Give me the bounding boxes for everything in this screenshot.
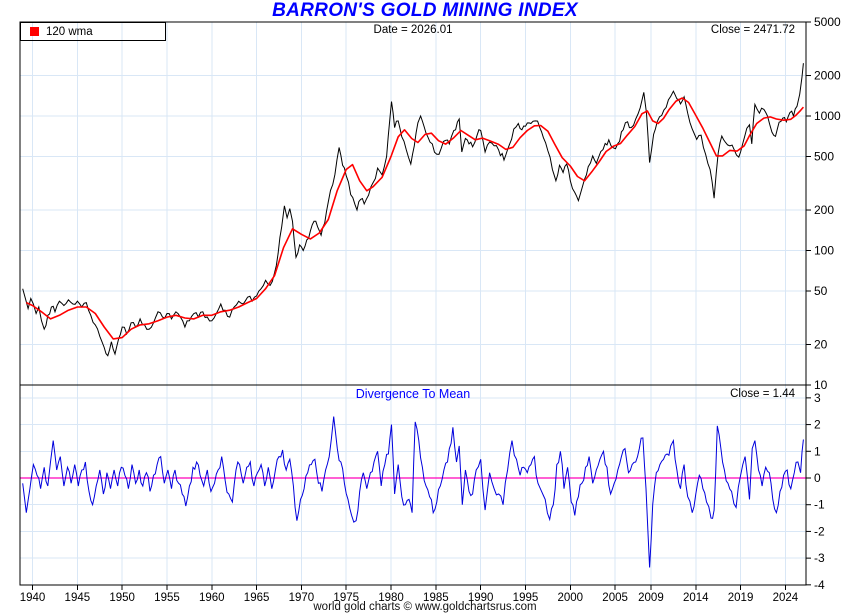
y-axis-label: 1 (814, 444, 821, 458)
price-series-path (22, 63, 804, 357)
y-axis-label: -2 (814, 524, 825, 538)
x-axis-label: 1970 (289, 592, 315, 604)
y-axis-label: 100 (814, 244, 834, 258)
y-axis-label: -4 (814, 578, 825, 592)
y-axis-label: 2000 (814, 69, 841, 83)
x-axis-label: 1950 (109, 592, 135, 604)
y-axis-label: 2 (814, 418, 821, 432)
x-axis-label: 1995 (513, 592, 539, 604)
divergence-panel-title: Divergence To Mean (355, 387, 471, 401)
x-axis-label: 1960 (199, 592, 225, 604)
credit-line: world gold charts © www.goldchartsrus.co… (313, 601, 537, 613)
x-axis-label: 1955 (154, 592, 180, 604)
x-axis-label: 2014 (683, 592, 709, 604)
chart-title: BARRON'S GOLD MINING INDEX (272, 0, 578, 21)
x-axis-label: 2024 (773, 592, 799, 604)
y-axis-label: 5000 (814, 15, 841, 29)
y-axis-label: 500 (814, 149, 834, 163)
y-axis-label: -3 (814, 551, 825, 565)
date-readout: Date = 2026.01 (373, 24, 453, 36)
wma-legend-swatch-icon (30, 27, 39, 36)
wma-series-path (25, 97, 805, 340)
x-axis-label: 1975 (333, 592, 359, 604)
x-axis-label: 1980 (378, 592, 404, 604)
y-axis-label: 20 (814, 338, 828, 352)
x-axis-label: 1945 (65, 592, 91, 604)
x-axis-label: 1965 (244, 592, 270, 604)
price-close-readout: Close = 2471.72 (710, 24, 795, 36)
divergence-close-readout: Close = 1.44 (730, 388, 795, 400)
x-axis-label: 2009 (638, 592, 664, 604)
x-axis-label: 1940 (20, 592, 46, 604)
chart-border (19, 21, 807, 586)
y-axis-label: 3 (814, 391, 821, 405)
x-axis-label: 2019 (728, 592, 754, 604)
y-axis-label: -1 (814, 498, 825, 512)
x-axis-label: 1990 (468, 592, 494, 604)
y-axis-label: 1000 (814, 109, 841, 123)
y-axis-label: 200 (814, 203, 834, 217)
x-axis-label: 2000 (557, 592, 583, 604)
x-axis-label: 1985 (423, 592, 449, 604)
wma-legend-label: 120 wma (46, 25, 93, 38)
y-axis-label: 50 (814, 284, 828, 298)
wma-legend: 120 wma (20, 22, 166, 41)
divergence-series-path (22, 416, 804, 568)
y-axis-label: 0 (814, 471, 821, 485)
x-axis-label: 2005 (602, 592, 628, 604)
y-axis-label: 10 (814, 378, 828, 392)
